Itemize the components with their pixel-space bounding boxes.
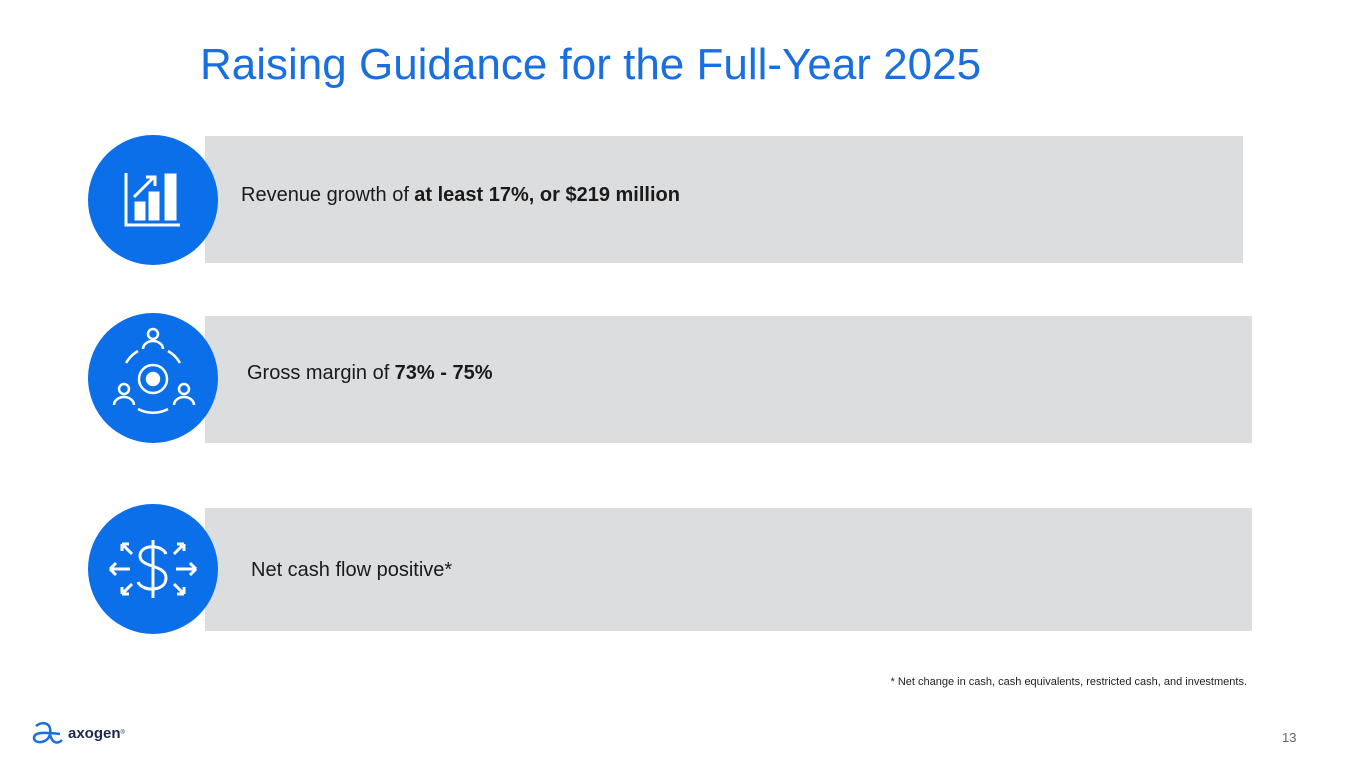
item-box <box>205 136 1243 263</box>
item-text: Gross margin of 73% - 75% <box>247 362 493 385</box>
item-bold: at least 17%, or $219 million <box>414 184 680 206</box>
page-number: 13 <box>1282 730 1297 745</box>
item-box <box>205 508 1252 631</box>
item-plain: Net cash flow positive* <box>251 559 453 581</box>
logo-mark <box>32 722 63 744</box>
item-text: Revenue growth of at least 17%, or $219 m… <box>241 184 680 207</box>
title: Raising Guidance for the Full-Year 2025 <box>200 40 982 89</box>
team-gear-icon <box>88 313 218 443</box>
item-box <box>205 316 1252 443</box>
logo: axogen ® <box>30 718 125 748</box>
chart-icon <box>88 135 218 265</box>
dollar-icon <box>88 504 218 634</box>
logo-text: axogen <box>68 724 121 742</box>
item-plain: Gross margin of <box>247 362 390 384</box>
item-text: Net cash flow positive* <box>251 559 452 582</box>
logo-reg: ® <box>120 730 125 736</box>
item-bold: 73% - 75% <box>394 362 493 384</box>
footnote: * Net change in cash, cash equivalents, … <box>890 676 1247 688</box>
item-plain: Revenue growth of <box>241 184 409 206</box>
